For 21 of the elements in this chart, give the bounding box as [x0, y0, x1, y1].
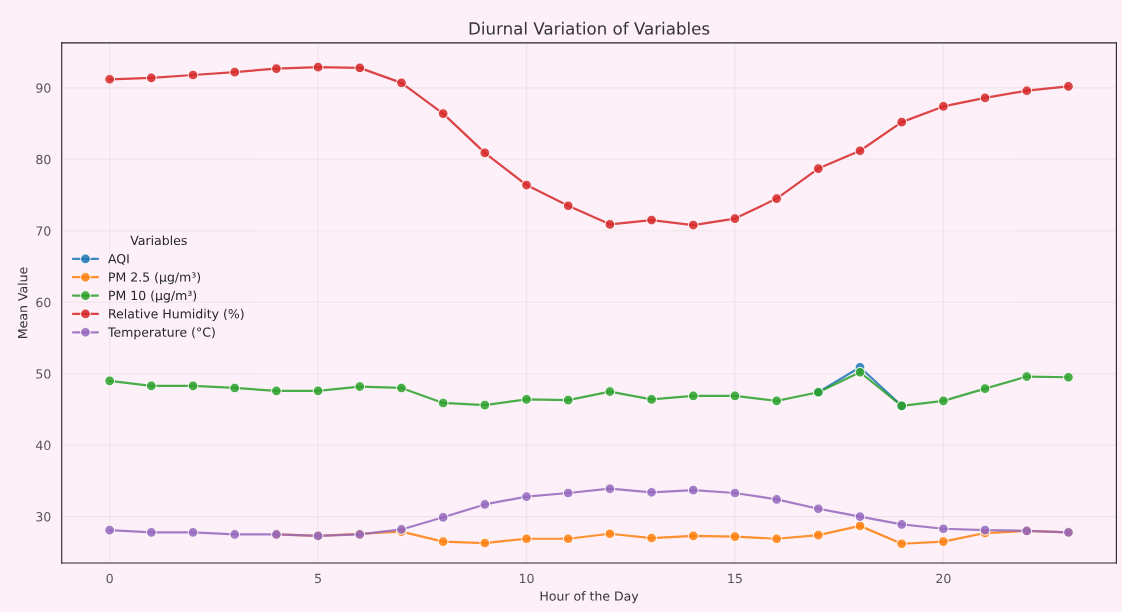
y-tick-label: 60 [36, 297, 51, 308]
y-axis-title: Mean Value [17, 267, 28, 338]
y-tick-label: 80 [36, 154, 51, 165]
y-tick-label: 70 [36, 226, 51, 236]
chart-title: Diurnal Variation of Variables [469, 21, 710, 35]
legend-title: Variables [130, 235, 187, 246]
x-tick-label: 0 [106, 573, 113, 584]
y-tick-label: 40 [36, 440, 51, 451]
x-tick-label: 20 [936, 573, 951, 584]
y-tick-label: 30 [36, 512, 51, 522]
y-tick-label: 90 [36, 83, 51, 93]
x-tick-label: 5 [315, 573, 321, 584]
legend-label: Relative Humidity (%) [109, 308, 244, 321]
x-axis-title: Hour of the Day [540, 591, 639, 604]
legend-label: Temperature (°C) [107, 327, 215, 340]
legend-label: PM 2.5 (µg/m³) [109, 272, 201, 285]
y-tick-label: 50 [36, 369, 51, 379]
legend-label: PM 10 (µg/m³) [109, 290, 197, 303]
x-tick-label: 15 [728, 573, 742, 584]
x-tick-label: 10 [519, 573, 534, 584]
legend-label: AQI [108, 253, 129, 265]
